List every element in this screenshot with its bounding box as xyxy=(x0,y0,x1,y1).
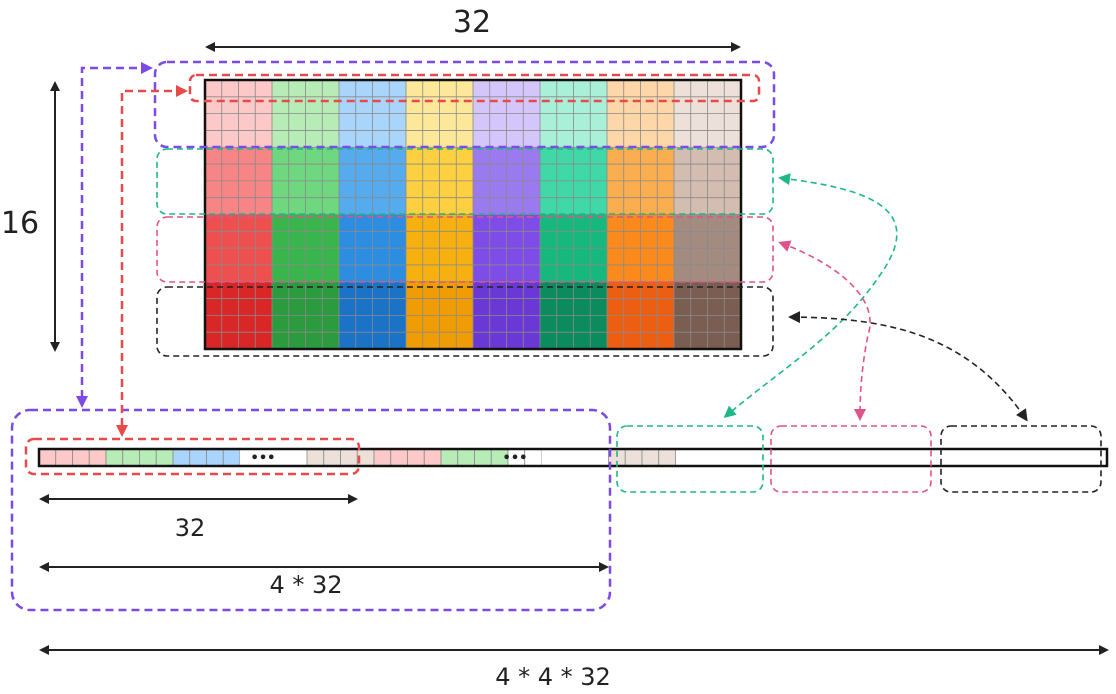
strip-cell xyxy=(575,449,592,466)
flattened-strip-border xyxy=(37,447,1109,468)
strip-first-row-outline xyxy=(24,437,361,476)
strip-cell xyxy=(323,448,341,467)
strip-cell xyxy=(155,448,174,467)
strip-cell xyxy=(290,449,307,466)
strip-cell xyxy=(55,448,73,467)
strip-cell xyxy=(139,448,157,467)
strip-cell xyxy=(273,449,291,466)
strip-cell xyxy=(440,448,459,467)
block-4-mapping-arrow xyxy=(788,311,1028,422)
total-length-label: 4 * 4 * 32 xyxy=(495,663,611,691)
strip-cell xyxy=(373,448,392,467)
grid-height-label: 16 xyxy=(1,206,39,241)
strip-ellipsis-2: ••• xyxy=(503,451,528,466)
strip-ellipsis-1: ••• xyxy=(251,451,276,466)
strip-cell xyxy=(390,448,408,467)
row-block-label: 4 * 32 xyxy=(269,571,342,599)
strip-block-4-outline xyxy=(940,425,1102,493)
strip-cell xyxy=(256,449,274,466)
strip-cell xyxy=(474,448,492,467)
strip-cell xyxy=(222,448,241,467)
row-block-1-outline xyxy=(153,60,776,149)
grid-width-label: 32 xyxy=(453,5,491,40)
strip-cell xyxy=(407,448,425,467)
strip-cell xyxy=(306,448,325,467)
strip-cell xyxy=(658,448,676,467)
strip-cell xyxy=(340,448,358,467)
segment-label: 32 xyxy=(175,514,206,542)
strip-block-3-outline xyxy=(770,425,932,493)
strip-cell xyxy=(624,448,643,467)
strip-block-1-outline xyxy=(10,408,612,612)
strip-cell xyxy=(240,449,257,466)
strip-cell xyxy=(172,448,191,467)
strip-cell xyxy=(38,448,57,467)
strip-cell xyxy=(457,448,475,467)
flattened-strip xyxy=(38,448,676,467)
strip-cell xyxy=(122,448,140,467)
row-1-mapping-arrow xyxy=(116,85,188,437)
strip-cell xyxy=(189,448,207,467)
block-1-mapping-arrow xyxy=(76,62,153,408)
strip-cell xyxy=(105,448,124,467)
first-row-outline xyxy=(188,73,761,103)
strip-cell xyxy=(591,449,609,466)
strip-cell xyxy=(72,448,90,467)
strip-cell xyxy=(541,449,559,466)
strip-cell xyxy=(423,448,442,467)
block-3-mapping-arrow xyxy=(778,240,871,421)
strip-block-2-outline xyxy=(616,425,764,493)
strip-cell xyxy=(206,448,224,467)
strip-cell xyxy=(558,449,575,466)
strip-cell xyxy=(641,448,660,467)
strip-cell xyxy=(88,448,107,467)
